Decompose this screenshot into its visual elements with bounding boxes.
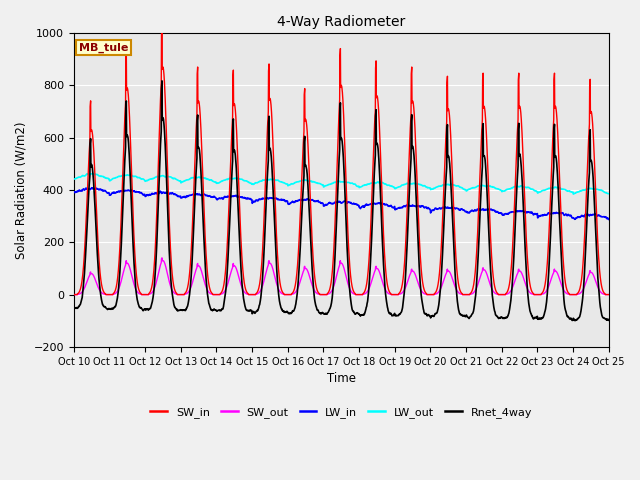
Text: MB_tule: MB_tule <box>79 42 129 53</box>
Legend: SW_in, SW_out, LW_in, LW_out, Rnet_4way: SW_in, SW_out, LW_in, LW_out, Rnet_4way <box>146 403 537 422</box>
X-axis label: Time: Time <box>327 372 356 385</box>
Y-axis label: Solar Radiation (W/m2): Solar Radiation (W/m2) <box>15 121 28 259</box>
Title: 4-Way Radiometer: 4-Way Radiometer <box>277 15 405 29</box>
